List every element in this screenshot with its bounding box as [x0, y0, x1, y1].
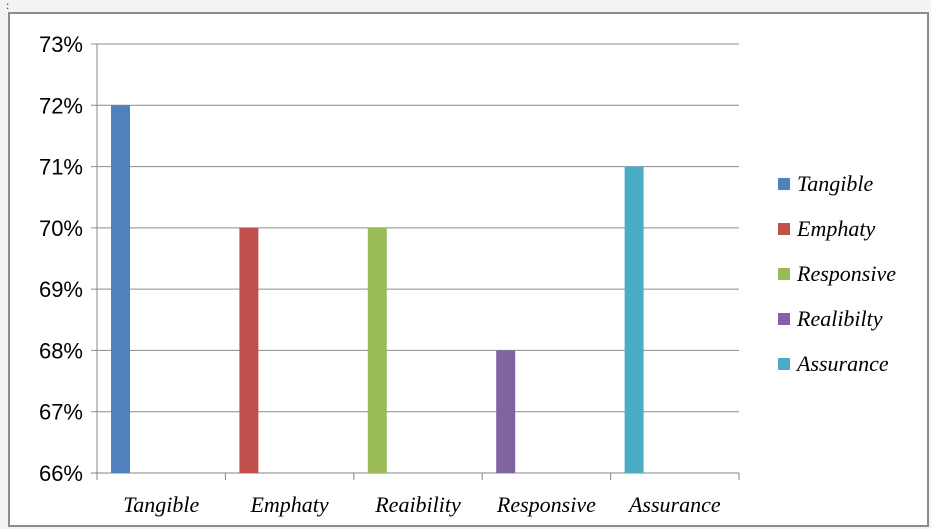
y-tick-label: 67% [39, 400, 83, 425]
x-tick-label: Reaibility [374, 492, 461, 517]
y-tick-label: 69% [39, 277, 83, 302]
y-tick-label: 70% [39, 216, 83, 241]
x-axis: Tangible Emphaty Reaibility Responsive Assur… [96, 473, 740, 517]
chart-bars [111, 105, 644, 474]
legend-label: Tangible [797, 171, 873, 196]
chart-frame [8, 12, 929, 527]
x-tick-label: Tangible [123, 492, 199, 517]
legend-swatch [778, 178, 790, 190]
bar-assurance [624, 166, 644, 474]
y-tick-label: 71% [39, 155, 83, 180]
legend-swatch [778, 268, 790, 280]
legend-label: Realibilty [796, 306, 883, 331]
top-mark: : [6, 0, 10, 12]
x-tick-label: Responsive [496, 492, 596, 517]
y-tick-label: 72% [39, 93, 83, 118]
legend-label: Responsive [796, 261, 896, 286]
bar-tangible [111, 105, 130, 474]
bar-responsive [496, 350, 516, 473]
x-tick-label: Assurance [627, 492, 721, 517]
legend-label: Assurance [795, 351, 889, 376]
legend-swatch [778, 223, 790, 235]
y-axis-ticks: 66% 67% 68% 69% 70% 71% 72% 73% [39, 32, 83, 486]
bar-emphaty [239, 227, 259, 473]
legend-label: Emphaty [796, 216, 875, 241]
chart-legend: Tangible Emphaty Responsive Realibilty Assur… [778, 171, 896, 376]
legend-swatch [778, 358, 790, 370]
y-tick-label: 68% [39, 338, 83, 363]
bar-reaibility [367, 227, 387, 473]
y-tick-label: 66% [39, 461, 83, 486]
y-tick-label: 73% [39, 32, 83, 57]
legend-swatch [778, 313, 790, 325]
x-tick-label: Emphaty [249, 492, 328, 517]
